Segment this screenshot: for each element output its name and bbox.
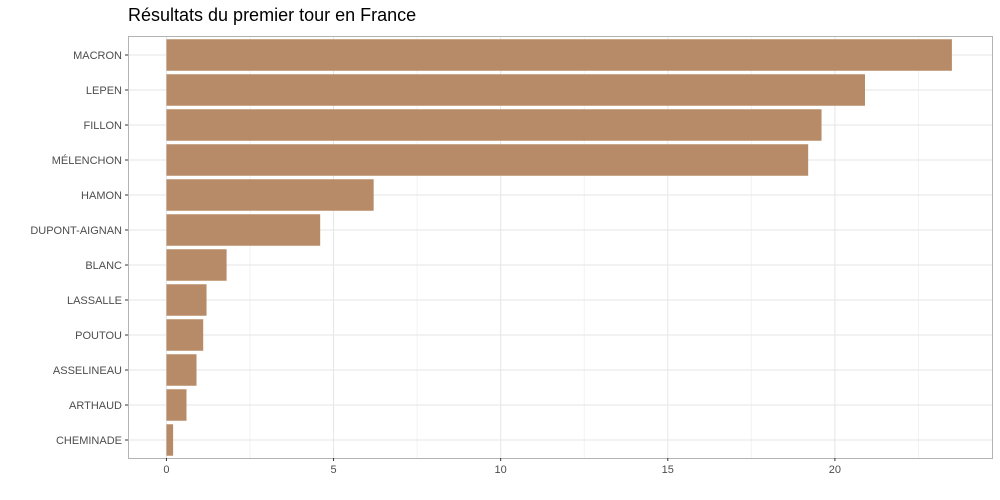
x-tick-label: 0	[163, 464, 169, 476]
bar-asselineau	[166, 354, 197, 386]
bar-poutou	[166, 319, 204, 351]
bar-lassalle	[166, 284, 207, 316]
category-label: ARTHAUD	[69, 400, 122, 412]
category-label: HAMON	[81, 190, 122, 202]
bar-dupont-aignan	[166, 214, 321, 246]
bars	[166, 39, 952, 456]
category-label: DUPONT-AIGNAN	[30, 225, 122, 237]
x-tick-label: 10	[495, 464, 507, 476]
bar-hamon	[166, 179, 374, 211]
chart-title: Résultats du premier tour en France	[128, 5, 416, 25]
category-label: MACRON	[73, 50, 122, 62]
bar-macron	[166, 39, 952, 71]
bar-mélenchon	[166, 144, 809, 176]
bar-arthaud	[166, 389, 187, 421]
x-axis-ticks: 0 5 10 15 20	[163, 458, 841, 476]
category-label: POUTOU	[75, 330, 122, 342]
x-tick-label: 15	[662, 464, 674, 476]
bar-blanc	[166, 249, 227, 281]
category-label: CHEMINADE	[56, 435, 122, 447]
category-label: LASSALLE	[67, 295, 122, 307]
category-label: ASSELINEAU	[53, 365, 122, 377]
category-label: MÉLENCHON	[52, 154, 122, 167]
x-tick-label: 5	[330, 464, 336, 476]
bar-fillon	[166, 109, 822, 141]
category-label: BLANC	[85, 260, 122, 272]
category-labels: MACRON LEPEN FILLON MÉLENCHON HAMON DUPONT-AI…	[30, 50, 128, 447]
x-tick-label: 20	[829, 464, 841, 476]
bar-lepen	[166, 74, 865, 106]
category-label: LEPEN	[86, 85, 122, 97]
panel-border	[128, 36, 993, 459]
category-label: FILLON	[83, 120, 122, 132]
bar-cheminade	[166, 424, 174, 456]
